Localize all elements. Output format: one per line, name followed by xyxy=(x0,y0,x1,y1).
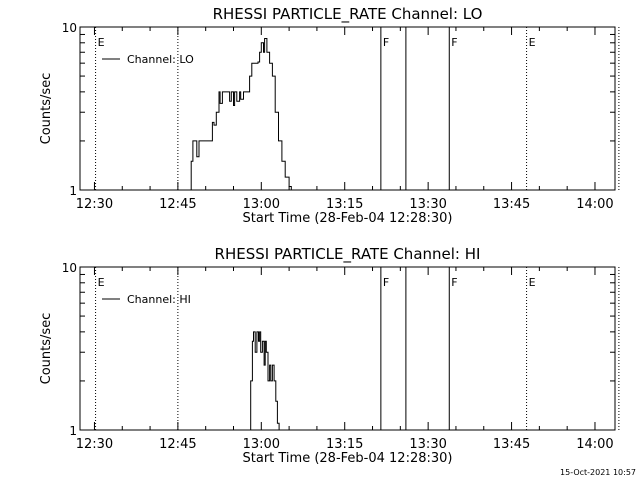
panel2-legend-label: Channel: HI xyxy=(127,293,191,306)
panel1-x-tick-label: 13:30 xyxy=(409,197,446,212)
panel2-y-axis-label: Counts/sec xyxy=(39,313,54,385)
panel1-flag-label: F xyxy=(451,36,457,49)
panel2-x-tick-label: 13:45 xyxy=(493,437,530,452)
panel1-legend-label: Channel: LO xyxy=(127,53,194,66)
panel1-x-tick-label: 14:00 xyxy=(576,197,613,212)
panel2-plot-frame xyxy=(79,266,616,431)
panel2-x-tick-label: 13:00 xyxy=(243,437,280,452)
panel2-x-tick-label: 14:00 xyxy=(576,437,613,452)
panel2-series-line xyxy=(248,331,280,431)
panel1-x-tick-label: 12:30 xyxy=(76,197,113,212)
panel1-x-tick-label: 12:45 xyxy=(159,197,196,212)
panel1-flag-label: E xyxy=(98,36,105,49)
panel2-y-tick-label: 1 xyxy=(69,424,77,438)
panel2-flag-label: F xyxy=(451,276,457,289)
panel2-flag-label: E xyxy=(98,276,105,289)
panel2-x-tick-label: 12:45 xyxy=(159,437,196,452)
panel1-x-tick-label: 13:00 xyxy=(243,197,280,212)
panel2-title: RHESSI PARTICLE_RATE Channel: HI xyxy=(215,245,481,264)
panel2-y-tick-label: 10 xyxy=(62,261,77,275)
panel2-x-tick-label: 13:15 xyxy=(326,437,363,452)
panel1-x-tick-label: 13:45 xyxy=(493,197,530,212)
panel2-flag-label: E xyxy=(529,276,536,289)
panel1-x-tick-label: 13:15 xyxy=(326,197,363,212)
panel1-flag-label: E xyxy=(529,36,536,49)
panel1-title: RHESSI PARTICLE_RATE Channel: LO xyxy=(213,5,483,24)
panel1-flag-label: F xyxy=(383,36,389,49)
panel2-x-axis-label: Start Time (28-Feb-04 12:28:30) xyxy=(243,451,453,466)
panel1-y-tick-label: 1 xyxy=(69,184,77,198)
panel1-y-tick-label: 10 xyxy=(62,21,77,35)
timestamp: 15-Oct-2021 10:57 xyxy=(560,468,636,477)
panel1-x-axis-label: Start Time (28-Feb-04 12:28:30) xyxy=(243,211,453,226)
panel1-plot-frame xyxy=(79,26,616,191)
panel1-y-axis-label: Counts/sec xyxy=(39,73,54,145)
panel1-series-line xyxy=(190,38,292,191)
panel2-flag-label: F xyxy=(383,276,389,289)
panel2-x-tick-label: 13:30 xyxy=(409,437,446,452)
panel2-x-tick-label: 12:30 xyxy=(76,437,113,452)
